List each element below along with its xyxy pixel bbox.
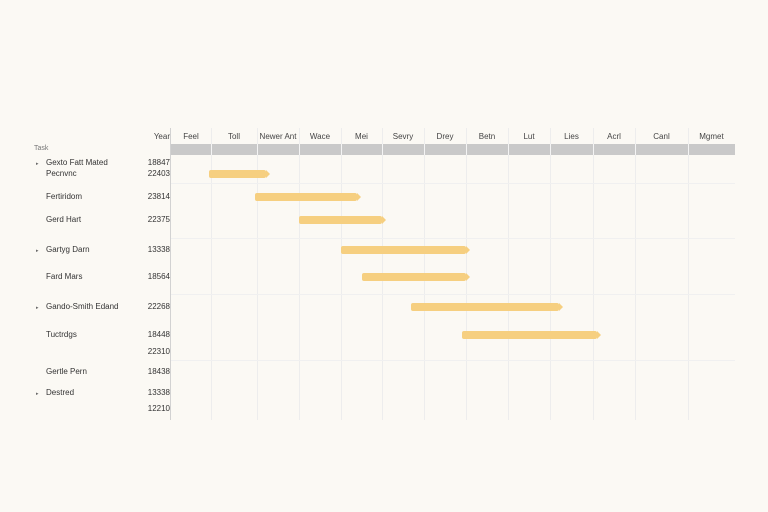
timeline-grid-line [593, 128, 594, 420]
expand-triangle-icon[interactable]: ▸ [36, 391, 39, 397]
timeline-column-header: Toll [227, 132, 240, 141]
header-band-divider [550, 144, 551, 155]
timeline-pane: Feel Toll Newer Ant Wace Mei Sevry Drey Betn Lut… [170, 128, 735, 420]
task-year-value: 12210 [147, 404, 170, 413]
task-year-value: 18438 [147, 367, 170, 376]
header-band-divider [211, 144, 212, 155]
timeline-column-header: Drey [436, 132, 454, 141]
header-band-divider [257, 144, 258, 155]
task-year-value: 18847 [147, 158, 170, 167]
task-name: Pecnvnc [46, 169, 77, 178]
task-row[interactable]: Gerd Hart 22375 [30, 215, 170, 229]
task-name: Destred [46, 388, 75, 397]
gantt-bar[interactable] [361, 273, 470, 281]
gantt-bar[interactable] [461, 331, 601, 339]
task-year-value: 18448 [147, 330, 170, 339]
timeline-column-header: Sevry [392, 132, 414, 141]
timeline-grid-line [688, 128, 689, 420]
timeline-column-header: Mgmet [699, 132, 724, 141]
task-name: Fertiridom [46, 192, 83, 201]
task-row[interactable]: 22310 [30, 347, 170, 361]
task-year-value: 18564 [147, 272, 170, 281]
task-year-value: 22403 [147, 169, 170, 178]
timeline-grid-line [257, 128, 258, 420]
gantt-bar[interactable] [209, 170, 270, 178]
timeline-column-header: Mei [355, 132, 368, 141]
header-band-divider [508, 144, 509, 155]
header-band-divider [382, 144, 383, 155]
task-row[interactable]: ▸ Gexto Fatt Mated 18847 [30, 158, 170, 172]
expand-triangle-icon[interactable]: ▸ [36, 161, 39, 167]
gantt-bar[interactable] [411, 303, 563, 311]
task-row[interactable]: ▸ Destred 13338 [30, 388, 170, 402]
task-row[interactable]: Tuctrdgs 18448 [30, 330, 170, 344]
header-band-divider [593, 144, 594, 155]
header-band-divider [466, 144, 467, 155]
task-year-value: 23814 [147, 192, 170, 201]
gantt-bar[interactable] [254, 193, 362, 201]
timeline-row-separator [171, 294, 735, 295]
timeline-column-header: Lies [564, 132, 579, 141]
task-name: Gando-Smith Edand [46, 302, 119, 311]
task-name: Gartyg Darn [46, 245, 90, 254]
timeline-column-header: Feel [183, 132, 199, 141]
timeline-grid-line [508, 128, 509, 420]
timeline-row-separator [171, 360, 735, 361]
gantt-bar[interactable] [341, 246, 471, 254]
task-column-header: Task [34, 145, 49, 152]
expand-triangle-icon[interactable]: ▸ [36, 248, 39, 254]
timeline-column-header: Newer Ant [259, 132, 297, 141]
timeline-grid-line [635, 128, 636, 420]
task-row[interactable]: Fertiridom 23814 [30, 192, 170, 206]
timeline-column-header: Wace [309, 132, 331, 141]
task-name: Gexto Fatt Mated [46, 158, 108, 167]
timeline-row-separator [171, 183, 735, 184]
task-year-value: 22375 [147, 215, 170, 224]
timeline-column-header: Betn [478, 132, 496, 141]
gantt-bar[interactable] [299, 216, 387, 224]
year-column-header: Year [153, 132, 170, 141]
task-row[interactable]: 12210 [30, 404, 170, 418]
timeline-column-header: Lut [523, 132, 535, 141]
header-band-divider [299, 144, 300, 155]
task-name: Gertle Pern [46, 367, 87, 376]
timeline-grid-line [299, 128, 300, 420]
task-row[interactable]: Pecnvnc 22403 [30, 169, 170, 183]
task-year-value: 22310 [147, 347, 170, 356]
header-band-divider [341, 144, 342, 155]
timeline-grid-line [211, 128, 212, 420]
header-band-divider [688, 144, 689, 155]
task-row[interactable]: Gertle Pern 18438 [30, 367, 170, 381]
timeline-column-header: Canl [653, 132, 670, 141]
header-band-divider [424, 144, 425, 155]
timeline-grid-line [550, 128, 551, 420]
task-row[interactable]: ▸ Gartyg Darn 13338 [30, 245, 170, 259]
task-row[interactable]: ▸ Gando-Smith Edand 22268 [30, 302, 170, 316]
task-name: Tuctrdgs [46, 330, 77, 339]
task-list-pane: Task Year ▸ Gexto Fatt Mated 18847 Pecnvnc 2… [30, 128, 170, 420]
timeline-header-band [171, 144, 735, 155]
task-name: Fard Mars [46, 272, 83, 281]
task-name: Gerd Hart [46, 215, 82, 224]
task-year-value: 13338 [147, 388, 170, 397]
task-year-value: 22268 [147, 302, 170, 311]
timeline-column-header: Acrl [607, 132, 621, 141]
task-row[interactable]: Fard Mars 18564 [30, 272, 170, 286]
expand-triangle-icon[interactable]: ▸ [36, 305, 39, 311]
timeline-row-separator [171, 238, 735, 239]
timeline-grid-line [341, 128, 342, 420]
gantt-chart: Task Year ▸ Gexto Fatt Mated 18847 Pecnvnc 2… [30, 128, 735, 420]
header-band-divider [635, 144, 636, 155]
task-year-value: 13338 [147, 245, 170, 254]
